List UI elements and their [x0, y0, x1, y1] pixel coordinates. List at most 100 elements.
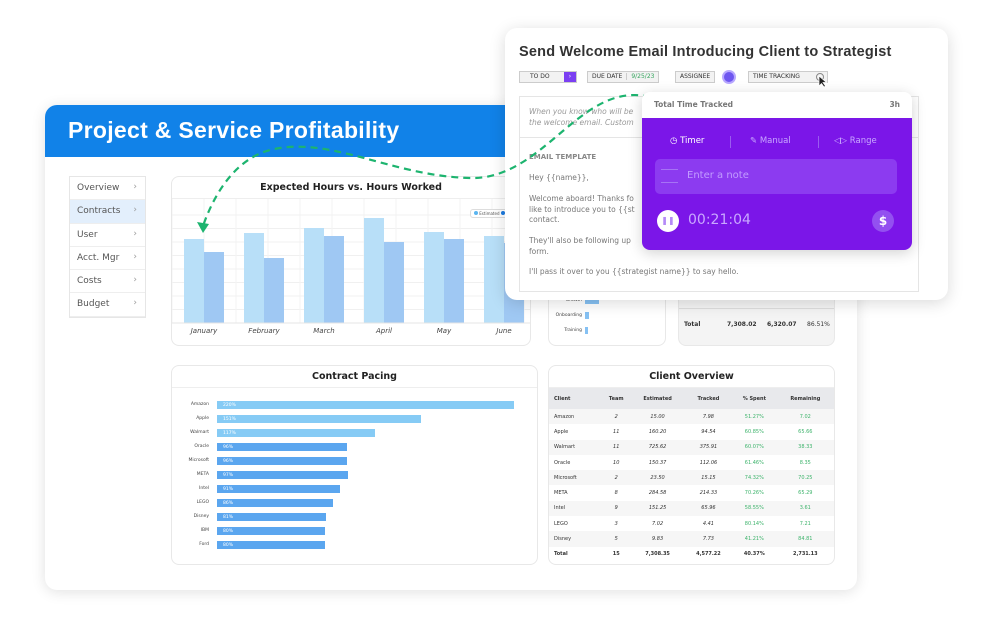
bar-chart-plot — [172, 199, 530, 324]
contract-pacing-chart: Contract Pacing Amazon 220% Apple 151% Walma… — [171, 365, 538, 565]
data-label: 117% — [223, 430, 236, 436]
column-header: Team — [602, 388, 631, 409]
table-cell: 11 — [602, 439, 631, 455]
table-cell: META — [554, 490, 568, 497]
table-row[interactable]: Oracle 10 150.37 112.06 61.46% 8.35 — [549, 455, 834, 470]
sidebar-item-acct-mgr[interactable]: Acct. Mgr › — [70, 247, 145, 271]
note-input[interactable]: Enter a note — [655, 159, 897, 194]
table-cell: 375.91 — [684, 439, 733, 455]
status-dropdown[interactable]: TO DO › — [519, 71, 577, 83]
table-cell: 7.73 — [684, 531, 733, 547]
y-tick-label: Intel — [199, 486, 209, 491]
bar-amazon — [217, 401, 514, 409]
tab-timer[interactable]: ◷ Timer — [670, 136, 705, 146]
table-row[interactable]: Intel 9 151.25 65.96 58.55% 3.61 — [549, 500, 834, 517]
chevron-right-icon[interactable]: › — [564, 72, 576, 82]
tab-manual[interactable]: ✎ Manual — [750, 136, 791, 146]
table-cell: 61.46% — [744, 459, 764, 466]
table-cell: 8.35 — [799, 459, 811, 466]
bar-january-estimated — [184, 239, 204, 323]
sidebar: Overview › Contracts › User › Acct. Mgr › Costs ›… — [69, 176, 146, 318]
table-cell: 725.62 — [630, 439, 685, 455]
expected-vs-worked-chart: Expected Hours vs. Hours Worked January F… — [171, 176, 531, 346]
chevron-right-icon: › — [133, 298, 137, 309]
table-cell: 7.02 — [776, 409, 834, 425]
bar-may-estimated — [424, 232, 444, 323]
note-placeholder: Enter a note — [687, 170, 749, 181]
table-row[interactable]: Apple 11 160.20 94.54 60.85% 65.66 — [549, 424, 834, 439]
table-cell: Walmart — [549, 439, 603, 455]
sidebar-item-contracts[interactable]: Contracts › — [70, 200, 145, 224]
table-cell: 151.25 — [630, 500, 685, 517]
table-cell: 9.83 — [630, 531, 685, 547]
sidebar-item-budget[interactable]: Budget › — [70, 293, 145, 317]
bar-april-worked — [384, 242, 404, 323]
chevron-right-icon: › — [133, 182, 137, 192]
bar-february-estimated — [244, 233, 264, 323]
bar-intel — [217, 485, 340, 493]
chevron-right-icon: › — [133, 228, 137, 239]
bar-lego — [217, 499, 334, 507]
table-row[interactable]: Amazon 2 15.00 7.98 51.27% 7.02 — [549, 409, 834, 425]
cursor-icon — [818, 75, 828, 88]
totals-pct: 86.51% — [807, 321, 830, 328]
table-row[interactable]: LEGO 3 7.02 4.41 80.14% 7.21 — [549, 516, 834, 531]
category-bar — [585, 327, 588, 334]
data-label: 80% — [223, 542, 234, 548]
column-header: Tracked — [684, 388, 733, 409]
table-cell: 4.41 — [702, 520, 714, 527]
table-header: Client Team Estimated Tracked% Spent Remaini… — [549, 388, 834, 409]
due-date-label: DUE DATE — [592, 73, 623, 80]
table-cell: 60.07% — [732, 439, 777, 455]
category-bar — [585, 312, 589, 319]
table-cell: 65.96 — [684, 500, 733, 517]
column-header: Client — [549, 388, 603, 409]
elapsed-time: 00:21:04 — [688, 212, 751, 228]
table-row[interactable]: Walmart 11 725.62 375.91 60.07% 38.33 — [549, 439, 834, 455]
table-cell: 23.50 — [630, 470, 685, 486]
total-time-value: 3h — [889, 100, 900, 109]
table-cell: LEGO — [554, 520, 568, 527]
notes-icon — [661, 169, 678, 183]
x-tick-label: February — [248, 327, 280, 335]
table-cell: 284.58 — [648, 490, 667, 497]
column-header: Estimated — [630, 388, 685, 409]
table-cell: 7,308.35 — [645, 551, 670, 558]
table-row[interactable]: Disney 5 9.83 7.73 41.21% 84.81 — [549, 531, 834, 547]
chart-title: Expected Hours vs. Hours Worked — [172, 177, 530, 199]
table-cell: 9 — [602, 500, 631, 517]
bar-june-estimated — [484, 236, 504, 323]
table-cell: 150.37 — [648, 459, 667, 466]
template-line: I'll pass it over to you {{strategist na… — [529, 267, 739, 276]
sidebar-item-user[interactable]: User › — [70, 224, 145, 247]
table-row[interactable]: Microsoft 2 23.50 15.15 74.32% 70.25 — [549, 470, 834, 486]
y-tick-label: Ford — [199, 542, 209, 547]
y-tick-label: Walmart — [190, 430, 209, 435]
table-cell: 70.25 — [776, 470, 834, 486]
data-label: 81% — [223, 514, 234, 520]
bar-january-worked — [204, 252, 224, 323]
table-cell: 112.06 — [699, 459, 718, 466]
sidebar-item-label: User — [77, 229, 98, 240]
table-cell: 65.29 — [798, 490, 813, 497]
sidebar-item-overview[interactable]: Overview › — [70, 177, 145, 201]
x-tick-label: May — [436, 327, 452, 335]
table-cell: 10 — [613, 459, 620, 466]
avatar[interactable] — [722, 70, 736, 84]
chevron-right-icon: › — [133, 275, 137, 286]
y-tick-label: Apple — [196, 416, 209, 421]
pause-button[interactable]: ❚❚ — [657, 210, 679, 232]
data-label: 91% — [223, 486, 234, 492]
table-row[interactable]: META 8 284.58 214.33 70.26% 65.29 — [549, 485, 834, 500]
table-cell: 15 — [612, 551, 620, 558]
tab-range[interactable]: ◁▷ Range — [834, 136, 877, 146]
table-cell: 7.02 — [652, 520, 664, 527]
table-cell: 84.81 — [776, 531, 834, 547]
sidebar-item-costs[interactable]: Costs › — [70, 270, 145, 294]
bar-april-estimated — [364, 218, 384, 323]
billable-dollar-button[interactable]: $ — [872, 210, 894, 232]
time-tracking-field[interactable]: TIME TRACKING — [748, 71, 828, 83]
table-cell: 60.85% — [744, 428, 764, 435]
bar-march-worked — [324, 236, 344, 323]
due-date-field[interactable]: DUE DATE 9/25/23 — [587, 71, 660, 83]
